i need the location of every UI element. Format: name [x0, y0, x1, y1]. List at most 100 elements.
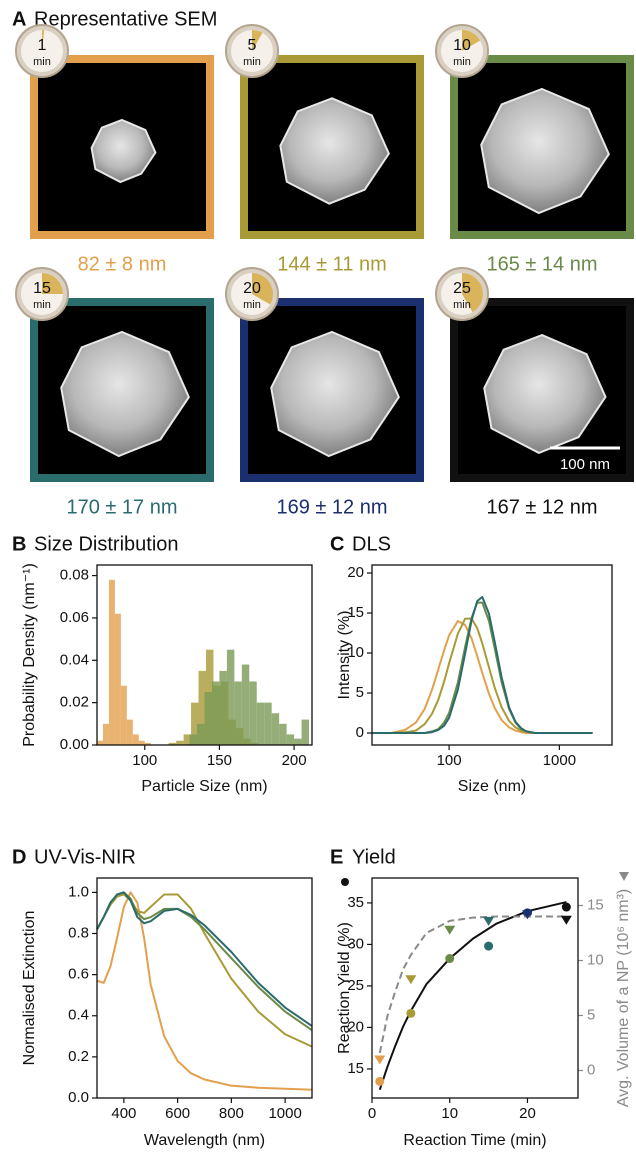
size-label: 169 ± 12 nm	[276, 496, 387, 518]
size-label: 165 ± 14 nm	[486, 253, 597, 275]
histogram-bar	[294, 738, 302, 745]
triangle-point	[560, 915, 572, 925]
sem-image	[30, 298, 214, 482]
y-tick-label: 30	[347, 935, 364, 952]
y-tick-label: 25	[347, 977, 364, 994]
scale-bar-label: 100 nm	[560, 456, 610, 473]
time-wedge	[252, 273, 273, 305]
y-tick-label: 0.04	[60, 651, 89, 668]
circle-point	[375, 1076, 385, 1086]
data-line	[378, 915, 567, 1054]
nanoparticle	[483, 334, 607, 454]
y-tick-label: 20	[347, 564, 364, 581]
x-tick-label: 10	[441, 1105, 458, 1122]
badge-time: 15	[33, 280, 51, 297]
sem-image	[450, 298, 634, 482]
badge-unit: min	[453, 56, 471, 68]
time-wedge	[252, 30, 263, 51]
x-tick-label: 1000	[543, 752, 576, 769]
histogram-bar	[183, 734, 192, 745]
x-tick-label: 20	[519, 1105, 536, 1122]
data-line	[96, 891, 313, 1027]
x-tick-label: 400	[111, 1105, 136, 1122]
histogram-bar	[114, 613, 121, 745]
badge-time: 1	[38, 37, 47, 54]
circle-point	[445, 954, 455, 964]
histogram-bar	[126, 719, 133, 745]
sem-image	[240, 298, 424, 482]
triangle-point	[405, 975, 417, 985]
y-tick-label: 0.00	[60, 736, 89, 753]
size-label: 170 ± 17 nm	[66, 496, 177, 518]
y-tick-label: 0.0	[68, 1089, 89, 1106]
y-tick-label: 0.2	[68, 1048, 89, 1065]
y-axis-symbol	[341, 878, 349, 886]
histogram-bar	[301, 719, 310, 745]
y2-tick-label: 15	[587, 896, 604, 913]
data-line	[96, 893, 313, 1048]
histogram-bar	[198, 670, 206, 745]
histogram-bar	[249, 681, 257, 745]
y-tick-label: 35	[347, 894, 364, 911]
histogram-bar	[138, 740, 145, 745]
sem-image	[240, 55, 424, 239]
data-line	[378, 901, 567, 1091]
histogram-bar	[168, 742, 177, 745]
histogram-bar	[256, 702, 265, 745]
histogram-bar	[241, 664, 250, 745]
sem-image	[30, 55, 214, 239]
size-label: 144 ± 11 nm	[277, 253, 387, 275]
histogram-bar	[144, 742, 151, 745]
y-tick-label: 0	[356, 724, 364, 741]
panel-title: Size Distribution	[34, 533, 179, 555]
size-label: 167 ± 12 nm	[486, 496, 597, 518]
x-tick-label: 1000	[268, 1105, 301, 1122]
y2-axis-label: Avg. Volume of a NP (10⁶ nm³)	[615, 889, 632, 1108]
x-axis-label: Reaction Time (min)	[403, 1132, 546, 1149]
histogram-bar	[279, 723, 287, 745]
histogram-bar	[286, 734, 295, 745]
y-tick-label: 15	[347, 604, 364, 621]
x-tick-label: 100	[132, 752, 157, 769]
size-label: 82 ± 8 nm	[78, 253, 167, 275]
y-axis-label: Reaction Yield (%)	[336, 922, 353, 1054]
badge-time: 25	[453, 280, 471, 297]
histogram-bar	[189, 734, 198, 745]
time-wedge	[462, 29, 481, 51]
x-tick-label: 0	[368, 1105, 376, 1122]
data-line	[372, 601, 593, 734]
panel-letter: A	[12, 8, 26, 30]
badge-unit: min	[453, 299, 471, 311]
data-line	[372, 596, 593, 734]
y-tick-label: 1.0	[68, 883, 89, 900]
badge-unit: min	[33, 299, 51, 311]
plot-frame	[96, 564, 313, 746]
y-tick-label: 10	[347, 644, 364, 661]
nanoparticle	[480, 87, 610, 215]
panel-title: DLS	[352, 533, 391, 555]
y-axis-label: Probability Density (nm⁻¹)	[21, 563, 38, 747]
x-tick-label: 800	[219, 1105, 244, 1122]
histogram-bar	[191, 702, 199, 745]
triangle-point	[374, 1055, 386, 1065]
x-axis-label: Size (nm)	[458, 778, 526, 795]
time-wedge	[42, 273, 63, 294]
plot-frame	[371, 877, 579, 1099]
badge-time: 5	[248, 37, 257, 54]
nanoparticle	[270, 330, 400, 458]
y-tick-label: 20	[347, 1018, 364, 1035]
histogram-bar	[219, 670, 227, 745]
x-axis-label: Particle Size (nm)	[141, 778, 267, 795]
histogram-bar	[234, 681, 242, 745]
histogram-bar	[102, 723, 109, 745]
panel-letter: C	[330, 533, 344, 555]
y2-axis-symbol	[619, 872, 629, 881]
panel-title: Representative SEM	[34, 8, 217, 30]
circle-point	[561, 902, 571, 912]
plot-frame	[371, 564, 613, 746]
histogram-bar	[226, 649, 235, 745]
badge-unit: min	[243, 299, 261, 311]
x-tick-label: 150	[207, 752, 232, 769]
sem-image	[450, 55, 634, 239]
histogram-bar	[197, 723, 205, 745]
